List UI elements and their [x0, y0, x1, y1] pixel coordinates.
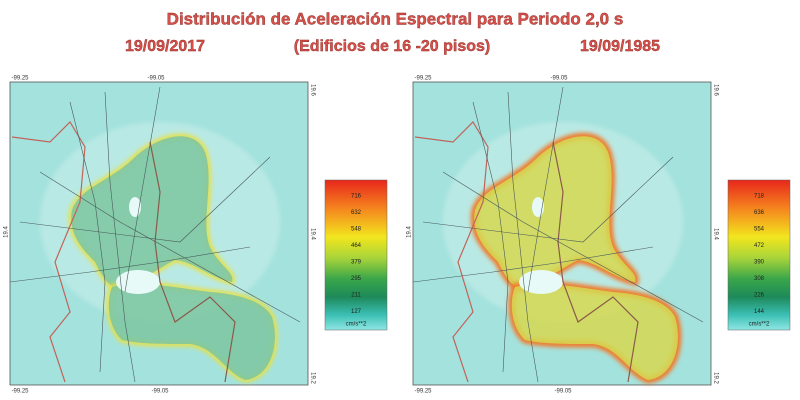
- title: Distribución de Aceleración Espectral pa…: [167, 9, 624, 28]
- colorbar-label: 308: [754, 276, 765, 282]
- colorbar-label: 211: [351, 293, 361, 299]
- map: [412, 81, 712, 386]
- axis-label: -99.25: [414, 76, 432, 82]
- date-left: 19/09/2017: [125, 38, 205, 55]
- subtitle: (Edificios de 16 -20 pisos): [294, 38, 491, 55]
- colorbar-label: 379: [351, 260, 362, 266]
- colorbar-label: 632: [351, 210, 362, 216]
- axis-label: 19.2: [712, 372, 718, 384]
- zone: [511, 284, 678, 380]
- axis-label: 19.6: [309, 84, 315, 96]
- colorbar-unit: cm/s**2: [749, 322, 770, 328]
- axis-label: -99.05: [554, 389, 572, 395]
- colorbar-label: 636: [754, 210, 765, 216]
- road: [527, 86, 564, 293]
- colorbar-label: 144: [754, 309, 765, 315]
- road: [39, 171, 301, 323]
- map: [9, 81, 309, 386]
- date-right: 19/09/1985: [580, 38, 660, 55]
- colorbar-label: 464: [351, 243, 362, 249]
- lake: [519, 270, 563, 294]
- colorbar: [324, 179, 388, 331]
- colorbar-label: 472: [754, 243, 765, 249]
- axis-label: 19.4: [309, 228, 315, 240]
- lake: [116, 270, 160, 294]
- axis-label: -99.05: [550, 76, 568, 82]
- colorbar: [727, 179, 791, 331]
- state-border: [552, 141, 639, 383]
- axis-label: -99.05: [151, 389, 169, 395]
- axis-label: -99.25: [11, 76, 29, 82]
- colorbar-label: 554: [754, 227, 765, 233]
- zone: [71, 136, 233, 289]
- lake: [129, 197, 141, 217]
- lake: [532, 197, 544, 217]
- road: [69, 101, 106, 373]
- colorbar-label: 718: [754, 194, 765, 200]
- road: [472, 101, 509, 373]
- zone: [108, 284, 275, 380]
- road: [412, 246, 654, 283]
- axis-label: 19.2: [309, 372, 315, 384]
- zone: [474, 136, 636, 289]
- colorbar-label: 390: [754, 260, 765, 266]
- road: [19, 156, 271, 243]
- state-border: [414, 121, 489, 383]
- axis-label: -99.25: [11, 389, 29, 395]
- axis-label: -99.25: [414, 389, 432, 395]
- axis-label: 19.6: [712, 84, 718, 96]
- road: [9, 246, 251, 283]
- road: [104, 91, 136, 383]
- road: [507, 91, 539, 383]
- axis-label: 19.4: [4, 226, 10, 238]
- road: [422, 156, 674, 243]
- axis-label: 19.4: [407, 226, 413, 238]
- axis-label: -99.05: [147, 76, 165, 82]
- colorbar-label: 716: [351, 194, 362, 200]
- colorbar-label: 548: [351, 227, 362, 233]
- state-border: [11, 121, 86, 383]
- colorbar-unit: cm/s**2: [346, 322, 367, 328]
- colorbar-label: 295: [351, 276, 362, 282]
- state-border: [149, 141, 236, 383]
- colorbar-label: 127: [351, 309, 362, 315]
- colorbar-label: 226: [754, 293, 765, 299]
- road: [124, 86, 161, 293]
- axis-label: 19.4: [712, 228, 718, 240]
- road: [442, 171, 704, 323]
